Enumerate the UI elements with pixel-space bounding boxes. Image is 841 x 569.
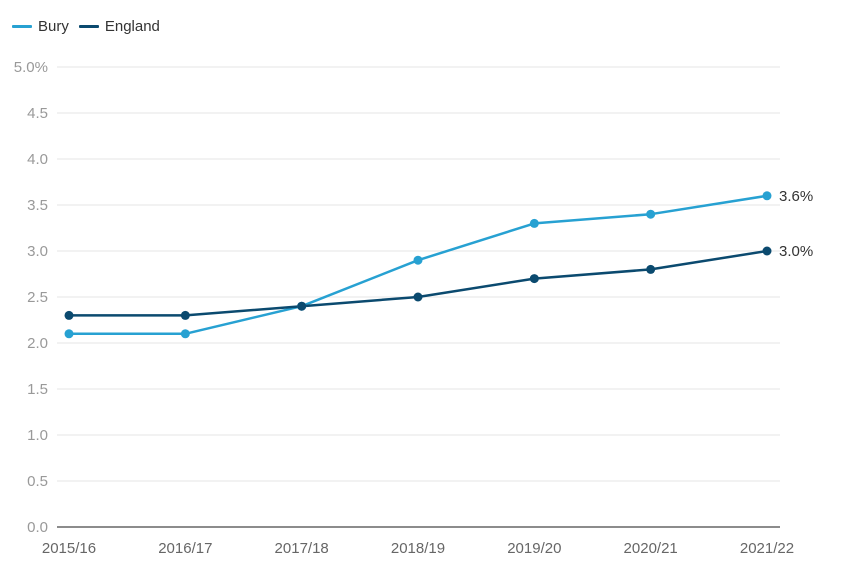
legend-swatch-bury	[12, 25, 32, 28]
data-point-england	[297, 301, 307, 311]
legend-swatch-england	[78, 25, 99, 28]
x-tick-label: 2017/18	[275, 540, 329, 557]
y-tick-label: 0.0	[27, 519, 48, 536]
x-axis-ticks: 2015/16 2016/17 2017/18 2018/19 2019/20 2020/…	[42, 540, 794, 557]
legend-item-england: England	[78, 18, 160, 35]
x-tick-label: 2015/16	[42, 540, 96, 557]
legend-label-england: England	[104, 18, 160, 35]
data-point-bury	[646, 209, 656, 219]
x-tick-label: 2018/19	[391, 540, 445, 557]
y-tick-label: 3.0	[27, 243, 48, 260]
legend-label-bury: Bury	[38, 18, 69, 35]
series-points	[64, 191, 772, 339]
data-point-bury	[64, 329, 74, 339]
gridlines	[57, 66, 780, 528]
y-tick-label: 5.0%	[14, 59, 48, 76]
y-tick-label: 4.0	[27, 151, 48, 168]
y-tick-label: 1.5	[27, 381, 48, 398]
end-labels: 3.6% 3.0%	[779, 188, 813, 260]
data-point-bury	[529, 218, 539, 228]
x-tick-label: 2019/20	[507, 540, 561, 557]
data-point-england	[180, 310, 190, 320]
x-tick-label: 2020/21	[624, 540, 678, 557]
data-point-bury	[180, 329, 190, 339]
data-point-bury	[413, 255, 423, 265]
data-point-england	[762, 246, 772, 256]
legend-item-bury: Bury	[12, 18, 69, 35]
end-label-bury: 3.6%	[779, 188, 813, 205]
legend: Bury England	[12, 18, 170, 35]
y-axis-ticks: 0.0 0.5 1.0 1.5 2.0 2.5 3.0 3.5 4.0 4.5 5.0%	[14, 59, 48, 536]
y-tick-label: 3.5	[27, 197, 48, 214]
end-label-england: 3.0%	[779, 243, 813, 260]
series-line-bury	[69, 194, 768, 336]
y-tick-label: 2.5	[27, 289, 48, 306]
y-tick-label: 2.0	[27, 335, 48, 352]
data-point-england	[529, 274, 539, 284]
data-point-england	[646, 264, 656, 274]
series-lines	[69, 194, 768, 336]
data-point-bury	[762, 191, 772, 201]
x-tick-label: 2021/22	[740, 540, 794, 557]
y-tick-label: 4.5	[27, 105, 48, 122]
y-tick-label: 1.0	[27, 427, 48, 444]
data-point-england	[413, 292, 423, 302]
x-tick-label: 2016/17	[158, 540, 212, 557]
data-point-england	[64, 310, 74, 320]
y-tick-label: 0.5	[27, 473, 48, 490]
